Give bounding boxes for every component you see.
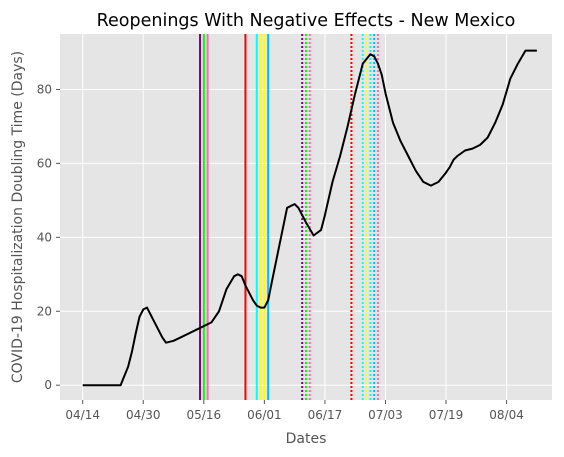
x-tick-label: 06/17 (308, 408, 343, 422)
x-tick-label: 07/03 (368, 408, 403, 422)
x-tick-label: 08/04 (489, 408, 524, 422)
y-axis: 0 20 40 60 80 (37, 82, 60, 392)
x-tick-label: 04/14 (65, 408, 100, 422)
x-tick-label: 06/01 (247, 408, 282, 422)
series-group (82, 49, 537, 387)
event-lines (199, 34, 379, 400)
x-tick-label: 07/19 (429, 408, 464, 422)
y-tick-label: 40 (37, 230, 52, 244)
y-tick-label: 20 (37, 304, 52, 318)
y-axis-label: COVID-19 Hospitalization Doubling Time (… (10, 51, 26, 383)
series-line (82, 49, 537, 387)
y-tick-label: 0 (44, 378, 52, 392)
x-axis-label: Dates (286, 431, 327, 447)
x-tick-label: 04/30 (126, 408, 161, 422)
x-axis: 04/14 04/30 05/16 06/01 06/17 07/03 07/19 08/04 (65, 400, 524, 422)
chart-title: Reopenings With Negative Effects - New M… (97, 11, 516, 31)
y-tick-label: 80 (37, 82, 52, 96)
y-tick-label: 60 (37, 156, 52, 170)
x-tick-label: 05/16 (187, 408, 222, 422)
